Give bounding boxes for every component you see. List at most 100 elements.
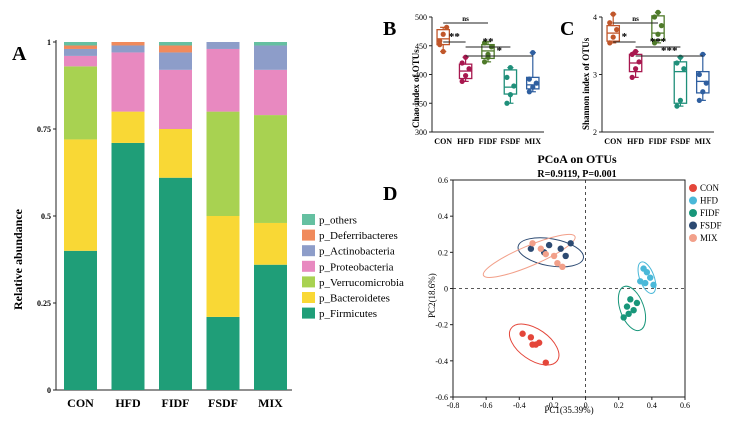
box-point <box>440 48 446 55</box>
a-bar-segment-p-bacteroidetes <box>254 222 287 265</box>
panel-label-d: D <box>383 183 397 205</box>
box-point <box>696 97 702 103</box>
d-ellipse-mix <box>482 233 576 278</box>
a-bar-segment-p-firmicutes <box>111 142 145 390</box>
box-point <box>459 60 465 66</box>
d-xtick-label: -0.2 <box>546 401 559 410</box>
box-ytick-label: 2 <box>593 128 597 137</box>
box-point <box>466 66 472 72</box>
d-point-mix <box>554 259 561 267</box>
panel-d-title: PCoA on OTUs <box>537 152 617 166</box>
a-bar-segment-p-bacteroidetes <box>206 216 240 317</box>
d-point-fidf <box>623 303 631 310</box>
panel-label-a: A <box>12 43 27 65</box>
sig-label: ** <box>483 36 495 48</box>
a-bar-segment-p-others <box>254 42 287 46</box>
a-bar-segment-p-bacteroidetes <box>64 139 97 251</box>
d-point-hfd <box>637 278 644 285</box>
d-legend-label: CON <box>700 183 720 193</box>
d-legend-label: HFD <box>700 196 719 206</box>
a-bar-segment-p-proteobacteria <box>206 48 240 112</box>
d-point-mix <box>542 250 549 258</box>
box-point <box>481 40 488 46</box>
a-category-label: FSDF <box>208 396 238 410</box>
box-point <box>696 71 702 78</box>
d-point-fidf <box>620 314 627 321</box>
box-point <box>511 83 517 89</box>
d-xtick-label: 0.4 <box>647 401 657 410</box>
box-point <box>607 40 613 46</box>
d-point-hfd <box>647 274 654 281</box>
a-bar-segment-p-firmicutes <box>254 264 287 390</box>
box-point <box>658 23 665 29</box>
d-ytick-label: 0.2 <box>438 248 448 257</box>
box-point <box>526 76 532 82</box>
box-body <box>673 61 688 104</box>
box-ytick-label: 300 <box>415 128 427 137</box>
box-category-label: FSDF <box>670 137 690 146</box>
panel-d-ylabel: PC2(18.6%) <box>427 273 437 318</box>
box-point <box>533 80 539 86</box>
panel-b-ylabel: Chao index of OTUs <box>411 49 421 128</box>
a-legend-swatch <box>302 214 315 225</box>
a-bar-segment-p-firmicutes <box>64 250 97 390</box>
a-bar-segment-p-verrucomicrobia <box>64 66 97 140</box>
d-point-fsdf <box>545 241 553 249</box>
a-bar-segment-p-proteobacteria <box>254 69 287 116</box>
d-legend-marker <box>689 184 697 192</box>
box-ytick-label: 500 <box>415 13 427 22</box>
d-ellipse-fidf <box>617 285 647 332</box>
a-bar-segment-p-deferribacteres <box>64 45 97 49</box>
a-legend-swatch <box>302 229 315 241</box>
a-bar-segment-p-actinobacteria <box>111 45 145 53</box>
a-legend-label: p_Deferribacteres <box>319 230 398 242</box>
a-bar-segment-p-bacteroidetes <box>159 129 192 178</box>
box-point <box>703 80 709 86</box>
box-ytick-label: 4 <box>593 13 597 22</box>
panel-a-ylabel: Relative abundance <box>11 208 25 310</box>
a-category-label: MIX <box>258 396 283 410</box>
d-xtick-label: -0.8 <box>447 401 460 410</box>
a-legend-swatch <box>302 292 315 303</box>
d-point-fsdf <box>567 240 574 247</box>
d-point-con <box>519 330 526 337</box>
a-bar-segment-p-deferribacteres <box>111 42 145 46</box>
d-legend-label: FSDF <box>700 221 722 231</box>
d-legend-marker <box>689 196 697 205</box>
box-body <box>503 69 518 95</box>
box-point <box>700 89 706 95</box>
a-bar-segment-p-proteobacteria <box>159 69 192 129</box>
a-ytick-label: 0.75 <box>37 125 51 134</box>
box-point <box>485 54 491 60</box>
d-legend-label: MIX <box>700 233 718 243</box>
d-point-con <box>527 334 535 341</box>
d-point-mix <box>537 245 545 252</box>
box-point <box>677 54 684 60</box>
a-bar-segment-p-firmicutes <box>159 177 192 390</box>
sig-label: *** <box>661 45 678 57</box>
a-legend-swatch <box>302 307 315 319</box>
sig-label: *** <box>650 36 667 48</box>
d-point-mix <box>529 240 536 247</box>
box-body <box>651 15 665 41</box>
d-xtick-label: 0 <box>584 401 588 410</box>
a-legend-label: p_Proteobacteria <box>319 261 394 273</box>
box-point <box>614 27 620 33</box>
d-legend-label: FIDF <box>700 208 720 218</box>
box-point <box>633 66 639 72</box>
a-legend-swatch <box>302 276 315 288</box>
box-point <box>530 50 536 56</box>
box-point <box>504 100 510 106</box>
box-category-label: CON <box>604 137 622 146</box>
a-bar-segment-p-proteobacteria <box>111 52 145 112</box>
box-point <box>507 92 513 98</box>
box-point <box>507 65 513 71</box>
box-point <box>459 78 465 84</box>
d-point-fidf <box>625 310 632 318</box>
a-category-label: CON <box>67 396 94 410</box>
a-legend-label: p_Actinobacteria <box>319 246 395 258</box>
box-point <box>655 31 661 37</box>
box-point <box>437 38 443 44</box>
d-legend-marker <box>689 234 697 242</box>
a-bar-segment-p-actinobacteria <box>254 45 287 70</box>
